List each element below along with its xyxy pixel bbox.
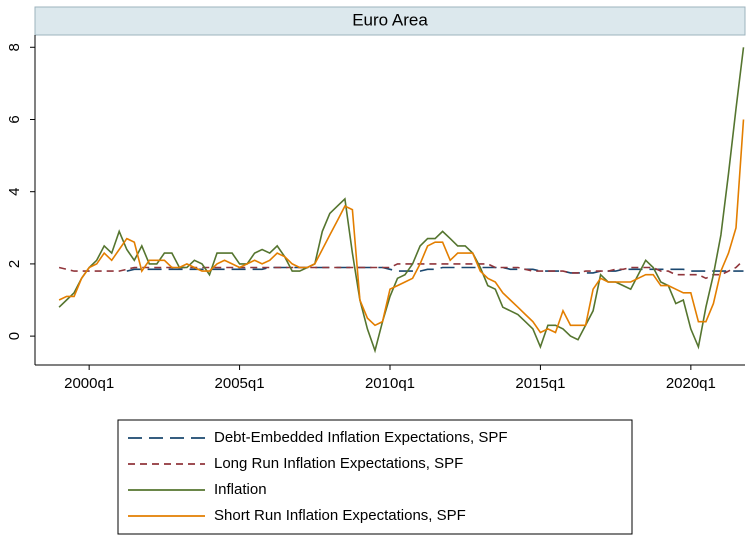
legend-box: [117, 419, 633, 535]
title-band: [34, 6, 746, 36]
legend-label: Long Run Inflation Expectations, SPF: [214, 455, 463, 472]
legend-label: Inflation: [214, 481, 267, 498]
chart-title: Euro Area: [352, 10, 428, 29]
y-tick-label: 4: [6, 188, 23, 196]
data-line: [58, 119, 745, 334]
x-tick-label: 2020q1: [666, 375, 716, 392]
legend-label: Short Run Inflation Expectations, SPF: [214, 507, 466, 524]
data-line: [126, 266, 744, 274]
y-tick-label: 8: [6, 43, 23, 51]
data-line: [58, 47, 745, 354]
y-tick-label: 6: [6, 115, 23, 123]
y-tick-label: 2: [6, 260, 23, 268]
y-tick-label: 0: [6, 332, 23, 340]
x-tick-label: 2015q1: [515, 375, 565, 392]
x-tick-label: 2010q1: [365, 375, 415, 392]
x-tick-label: 2000q1: [64, 375, 114, 392]
x-tick-label: 2005q1: [215, 375, 265, 392]
legend-label: Debt-Embedded Inflation Expectations, SP…: [214, 429, 508, 446]
